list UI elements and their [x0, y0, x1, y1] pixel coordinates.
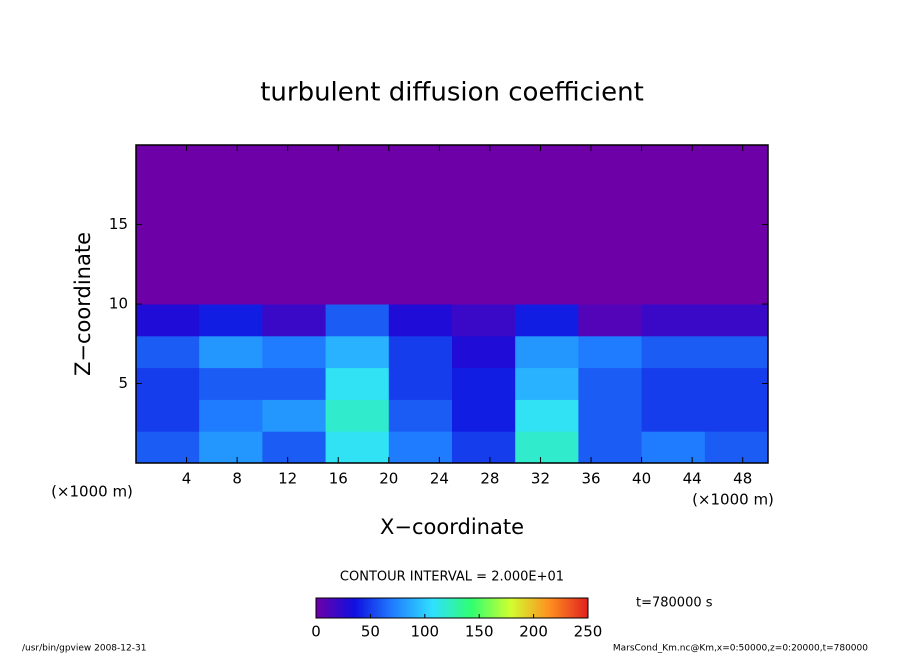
heatmap-cell	[578, 145, 643, 305]
footer: MarsCond_Km.nc@Km,x=0:50000,z=0:20000,t=…	[613, 644, 868, 654]
chart-title: turbulent diffusion coefficient	[260, 78, 644, 108]
x-tick-label: 16	[329, 470, 348, 488]
x-unit: (×1000 m)	[692, 491, 774, 509]
heatmap-cell	[578, 431, 643, 464]
x-axis-label: X−coordinate	[380, 515, 524, 539]
colorbar-tick-label: 100	[410, 623, 439, 641]
heatmap-cell	[578, 399, 643, 432]
y-tick-label: 5	[118, 374, 128, 392]
heatmap-cell	[641, 367, 706, 400]
heatmap-cell	[515, 335, 579, 369]
heatmap-cell	[262, 399, 327, 432]
colorbar-tick-label: 150	[465, 623, 494, 641]
heatmap-cell	[325, 145, 390, 305]
heatmap-cell	[515, 399, 579, 432]
heatmap-cell	[641, 335, 706, 369]
x-tick-label: 36	[581, 470, 600, 488]
heatmap-cell	[704, 335, 769, 369]
heatmap-cell	[388, 145, 453, 305]
heatmap-cell	[704, 431, 769, 464]
heatmap-cell	[136, 335, 200, 369]
heatmap-cell	[704, 367, 769, 400]
heatmap-cell	[578, 304, 643, 337]
heatmap-cell	[641, 431, 706, 464]
heatmap-cell	[452, 399, 516, 432]
heatmap-cell	[325, 399, 390, 432]
colorbar-tick-label: 200	[519, 623, 548, 641]
footer: /usr/bin/gpview 2008-12-31	[22, 644, 146, 654]
heatmap-cell	[452, 367, 516, 400]
heatmap-cell	[136, 367, 200, 400]
x-tick-label: 40	[632, 470, 651, 488]
heatmap-cell	[136, 145, 200, 305]
heatmap-cell	[199, 145, 263, 305]
contour-note: CONTOUR INTERVAL = 2.000E+01	[340, 570, 564, 585]
heatmap-cell	[641, 145, 706, 305]
heatmap-cell	[515, 367, 579, 400]
heatmap-cell	[136, 431, 200, 464]
heatmap-cell	[262, 335, 327, 369]
x-tick-label: 8	[232, 470, 242, 488]
heatmap-cell	[515, 145, 579, 305]
heatmap-cell	[325, 304, 390, 337]
x-unit: (×1000 m)	[51, 483, 133, 501]
heatmap-cell	[262, 304, 327, 337]
heatmap-cell	[388, 304, 453, 337]
heatmap-cell	[388, 367, 453, 400]
heatmap-cell	[578, 367, 643, 400]
heatmap-cell	[262, 431, 327, 464]
x-tick-label: 12	[278, 470, 297, 488]
heatmap-cell	[199, 399, 263, 432]
heatmap-cell	[136, 304, 200, 337]
heatmap-cell	[136, 399, 200, 432]
heatmap-cell	[199, 431, 263, 464]
x-tick-label: 32	[531, 470, 550, 488]
colorbar-tick-label: 0	[311, 623, 321, 641]
heatmap-cell	[199, 304, 263, 337]
heatmap-cell	[325, 335, 390, 369]
heatmap-cell	[452, 145, 516, 305]
colorbar	[315, 597, 589, 619]
heatmap-cell	[704, 399, 769, 432]
y-tick-label: 15	[109, 215, 128, 233]
heatmap-cell	[578, 335, 643, 369]
heatmap-cell	[388, 399, 453, 432]
heatmap-cell	[452, 335, 516, 369]
x-tick-label: 28	[480, 470, 499, 488]
colorbar-tick-label: 50	[361, 623, 380, 641]
time-note: t=780000 s	[636, 596, 713, 611]
heatmap-cell	[388, 431, 453, 464]
heatmap-cell	[704, 304, 769, 337]
x-tick-label: 48	[733, 470, 752, 488]
heatmap-cell	[641, 399, 706, 432]
x-tick-label: 4	[182, 470, 192, 488]
x-tick-label: 20	[379, 470, 398, 488]
x-tick-label: 44	[683, 470, 702, 488]
heatmap-cell	[452, 304, 516, 337]
heatmap-cell	[515, 304, 579, 337]
heatmap-cell	[452, 431, 516, 464]
heatmap-cell	[325, 367, 390, 400]
heatmap-cell	[515, 431, 579, 464]
heatmap-cell	[388, 335, 453, 369]
heatmap-cell	[704, 145, 769, 305]
heatmap-cell	[262, 367, 327, 400]
heatmap-cell	[262, 145, 327, 305]
x-tick-label: 24	[430, 470, 449, 488]
heatmap-cell	[641, 304, 706, 337]
heatmap-cell	[325, 431, 390, 464]
heatmap-cell	[199, 367, 263, 400]
y-tick-label: 10	[109, 295, 128, 313]
y-axis-label: Z−coordinate	[71, 232, 95, 376]
heatmap-cell	[199, 335, 263, 369]
colorbar-tick-label: 250	[574, 623, 603, 641]
